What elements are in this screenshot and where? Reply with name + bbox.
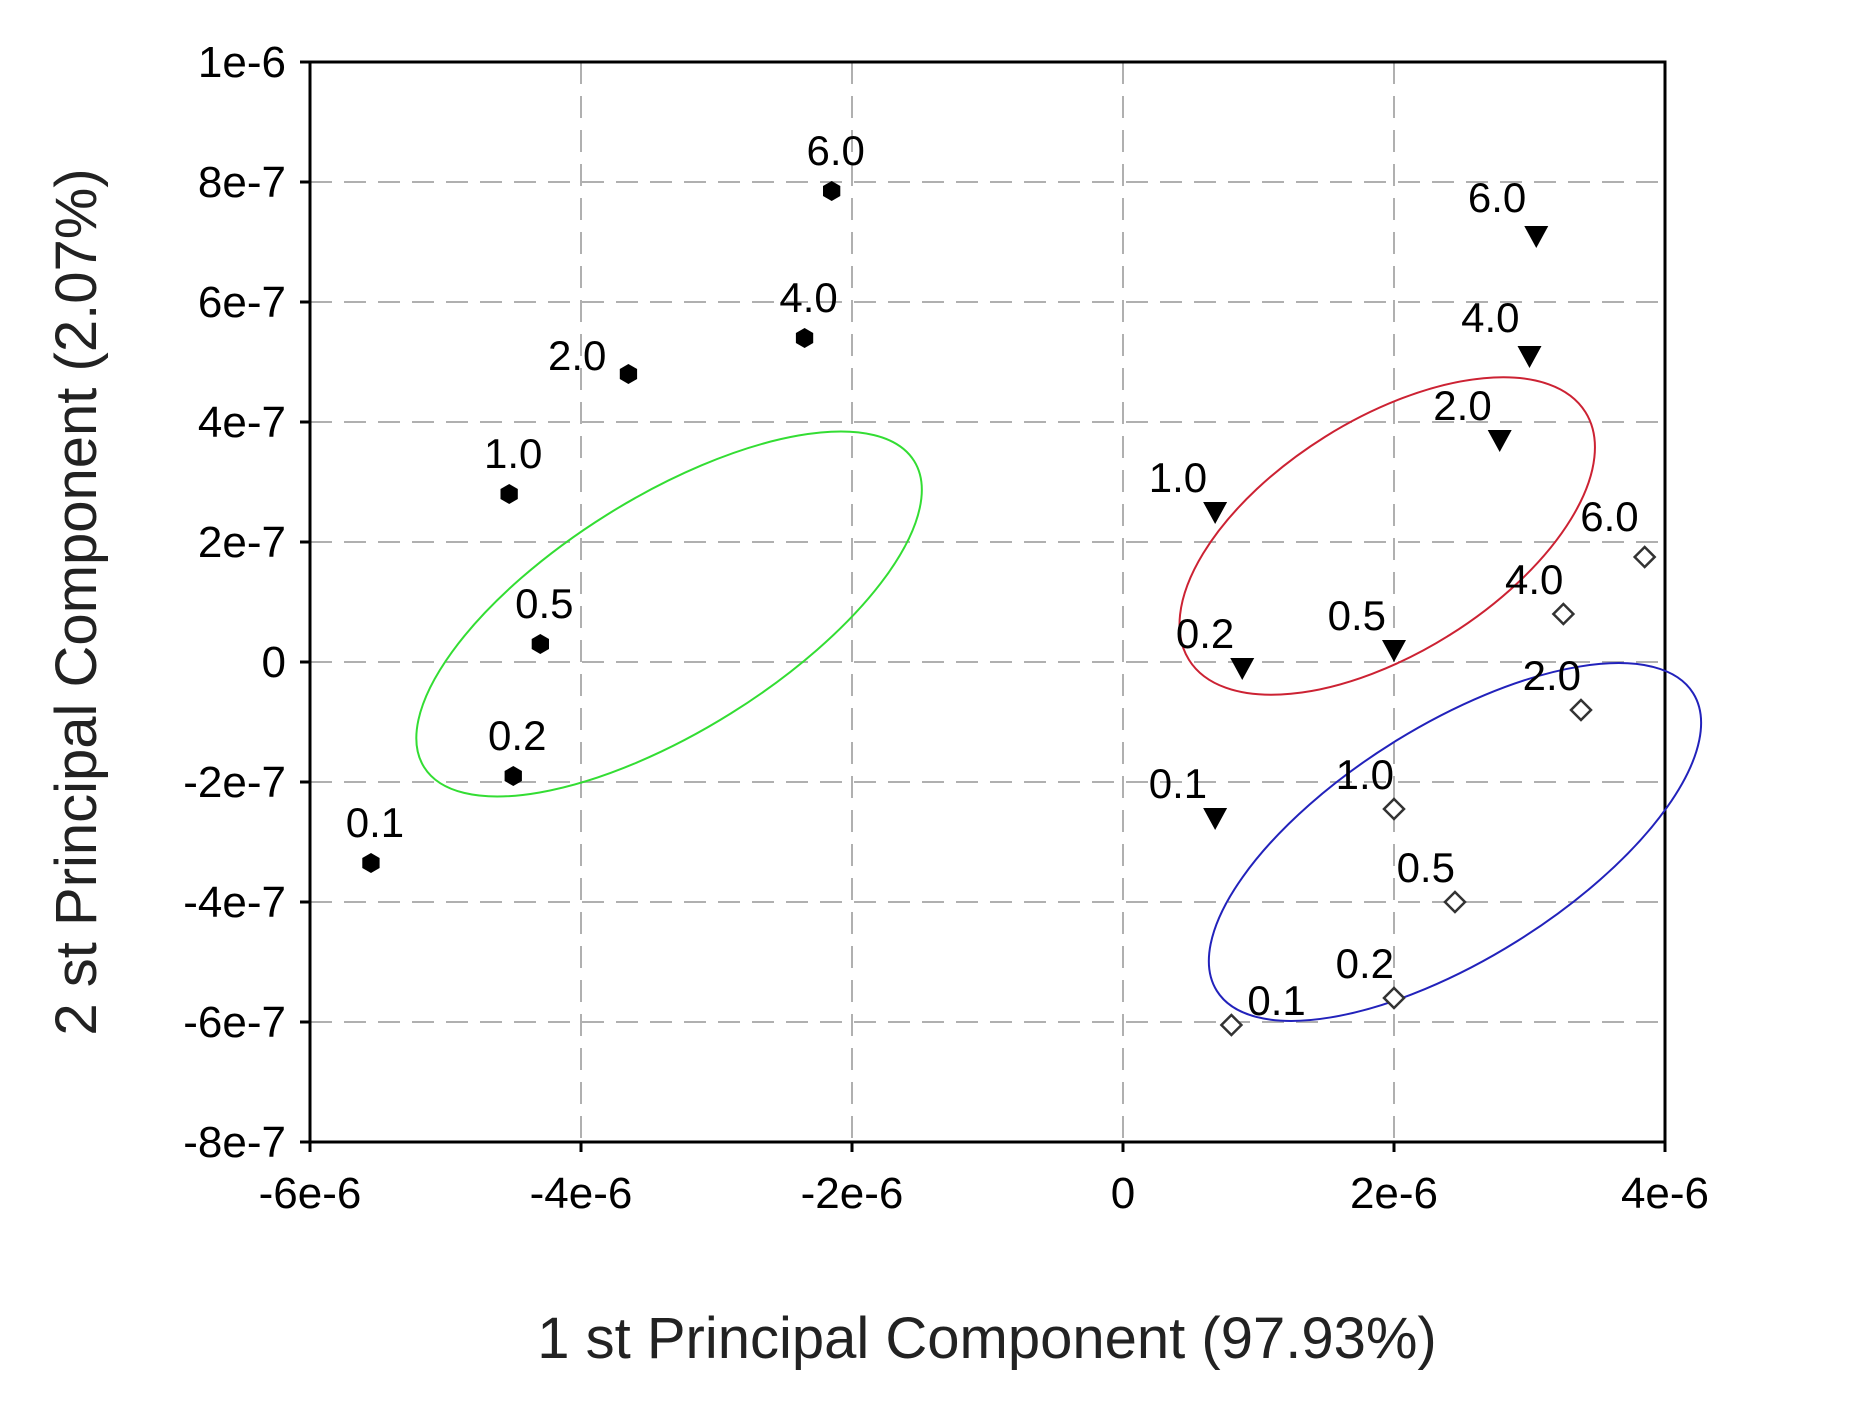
- y-tick-label: 8e-7: [198, 158, 286, 207]
- cluster-ellipse-2: [1178, 376, 1596, 696]
- point-label: 2.0: [548, 332, 606, 379]
- series-2-point: [1487, 430, 1512, 452]
- y-axis-title: 2 st Principal Component (2.07%): [44, 168, 109, 1035]
- series-2-point: [1203, 808, 1228, 830]
- point-label: 0.2: [1176, 610, 1234, 657]
- ellipse-outline: [415, 430, 923, 798]
- series-2-point: [1517, 346, 1542, 368]
- series-2-point: [1203, 502, 1228, 524]
- cluster-ellipse-3: [1207, 662, 1703, 1022]
- series-2-point: [1230, 658, 1255, 680]
- point-label: 1.0: [1336, 751, 1394, 798]
- series-3-point: [1382, 797, 1406, 821]
- y-tick-label: -2e-7: [183, 758, 286, 807]
- point-label: 6.0: [806, 127, 864, 174]
- cluster-ellipses: [415, 376, 1703, 1022]
- point-label: 6.0: [1580, 493, 1638, 540]
- series-2-point: [1524, 226, 1549, 248]
- point-label: 0.1: [346, 799, 404, 846]
- series-3-point: [1219, 1013, 1244, 1037]
- series-1-point: [531, 634, 549, 654]
- data-markers: [362, 181, 1657, 1037]
- x-tick-label: 2e-6: [1350, 1169, 1438, 1218]
- point-label: 4.0: [1461, 294, 1519, 341]
- series-1-point: [795, 328, 814, 348]
- x-tick-label: -6e-6: [259, 1169, 362, 1218]
- x-tick-label: -2e-6: [801, 1169, 904, 1218]
- x-tick-label: 0: [1111, 1169, 1135, 1218]
- ellipse-outline: [1207, 662, 1703, 1022]
- series-2-point: [1382, 640, 1406, 662]
- point-label: 2.0: [1433, 382, 1491, 429]
- y-tick-label: -8e-7: [183, 1118, 286, 1167]
- point-label: 1.0: [1149, 454, 1207, 501]
- point-label: 0.1: [1247, 977, 1305, 1024]
- point-label: 0.5: [1328, 592, 1386, 639]
- ellipse-outline: [1178, 376, 1596, 696]
- axis-ticks: -6e-6 -4e-6 -2e-6 0 2e-6 4e-6 1e-6 8e-7 6e-7 4e-7…: [183, 38, 1709, 1218]
- x-axis-title: 1 st Principal Component (97.93%): [537, 1306, 1436, 1371]
- point-label: 2.0: [1523, 652, 1581, 699]
- y-tick-label: 6e-7: [198, 278, 286, 327]
- point-label: 0.5: [1397, 844, 1455, 891]
- series-3-point: [1632, 545, 1657, 569]
- series-3-point: [1443, 890, 1467, 914]
- point-label: 0.2: [1336, 940, 1394, 987]
- y-tick-label: 0: [262, 638, 286, 687]
- point-label: 0.5: [515, 580, 573, 627]
- point-labels: 0.10.20.51.02.04.06.00.10.2 0.51.02.04.06…: [346, 127, 1639, 1024]
- series-1-point: [500, 484, 518, 504]
- point-label: 0.2: [488, 712, 546, 759]
- series-1-point: [823, 181, 841, 201]
- plot-frame: [308, 60, 1667, 1144]
- x-tick-label: 4e-6: [1621, 1169, 1709, 1218]
- series-3-point: [1551, 602, 1576, 626]
- y-tick-label: 2e-7: [198, 518, 286, 567]
- point-label: 0.1: [1149, 760, 1207, 807]
- point-label: 6.0: [1468, 174, 1526, 221]
- series-3-point: [1382, 986, 1406, 1010]
- cluster-ellipse-1: [415, 430, 923, 798]
- series-1-point: [504, 766, 522, 786]
- point-label: 1.0: [484, 430, 542, 477]
- y-tick-label: 1e-6: [198, 38, 286, 87]
- x-tick-label: -4e-6: [530, 1169, 633, 1218]
- y-tick-label: -6e-7: [183, 998, 286, 1047]
- point-label: 4.0: [1505, 556, 1563, 603]
- y-tick-label: 4e-7: [198, 398, 286, 447]
- series-1-point: [362, 853, 380, 873]
- series-1-point: [619, 364, 638, 384]
- point-label: 4.0: [779, 274, 837, 321]
- grid-lines: [310, 62, 1665, 1142]
- series-3-point: [1569, 698, 1593, 722]
- y-tick-label: -4e-7: [183, 878, 286, 927]
